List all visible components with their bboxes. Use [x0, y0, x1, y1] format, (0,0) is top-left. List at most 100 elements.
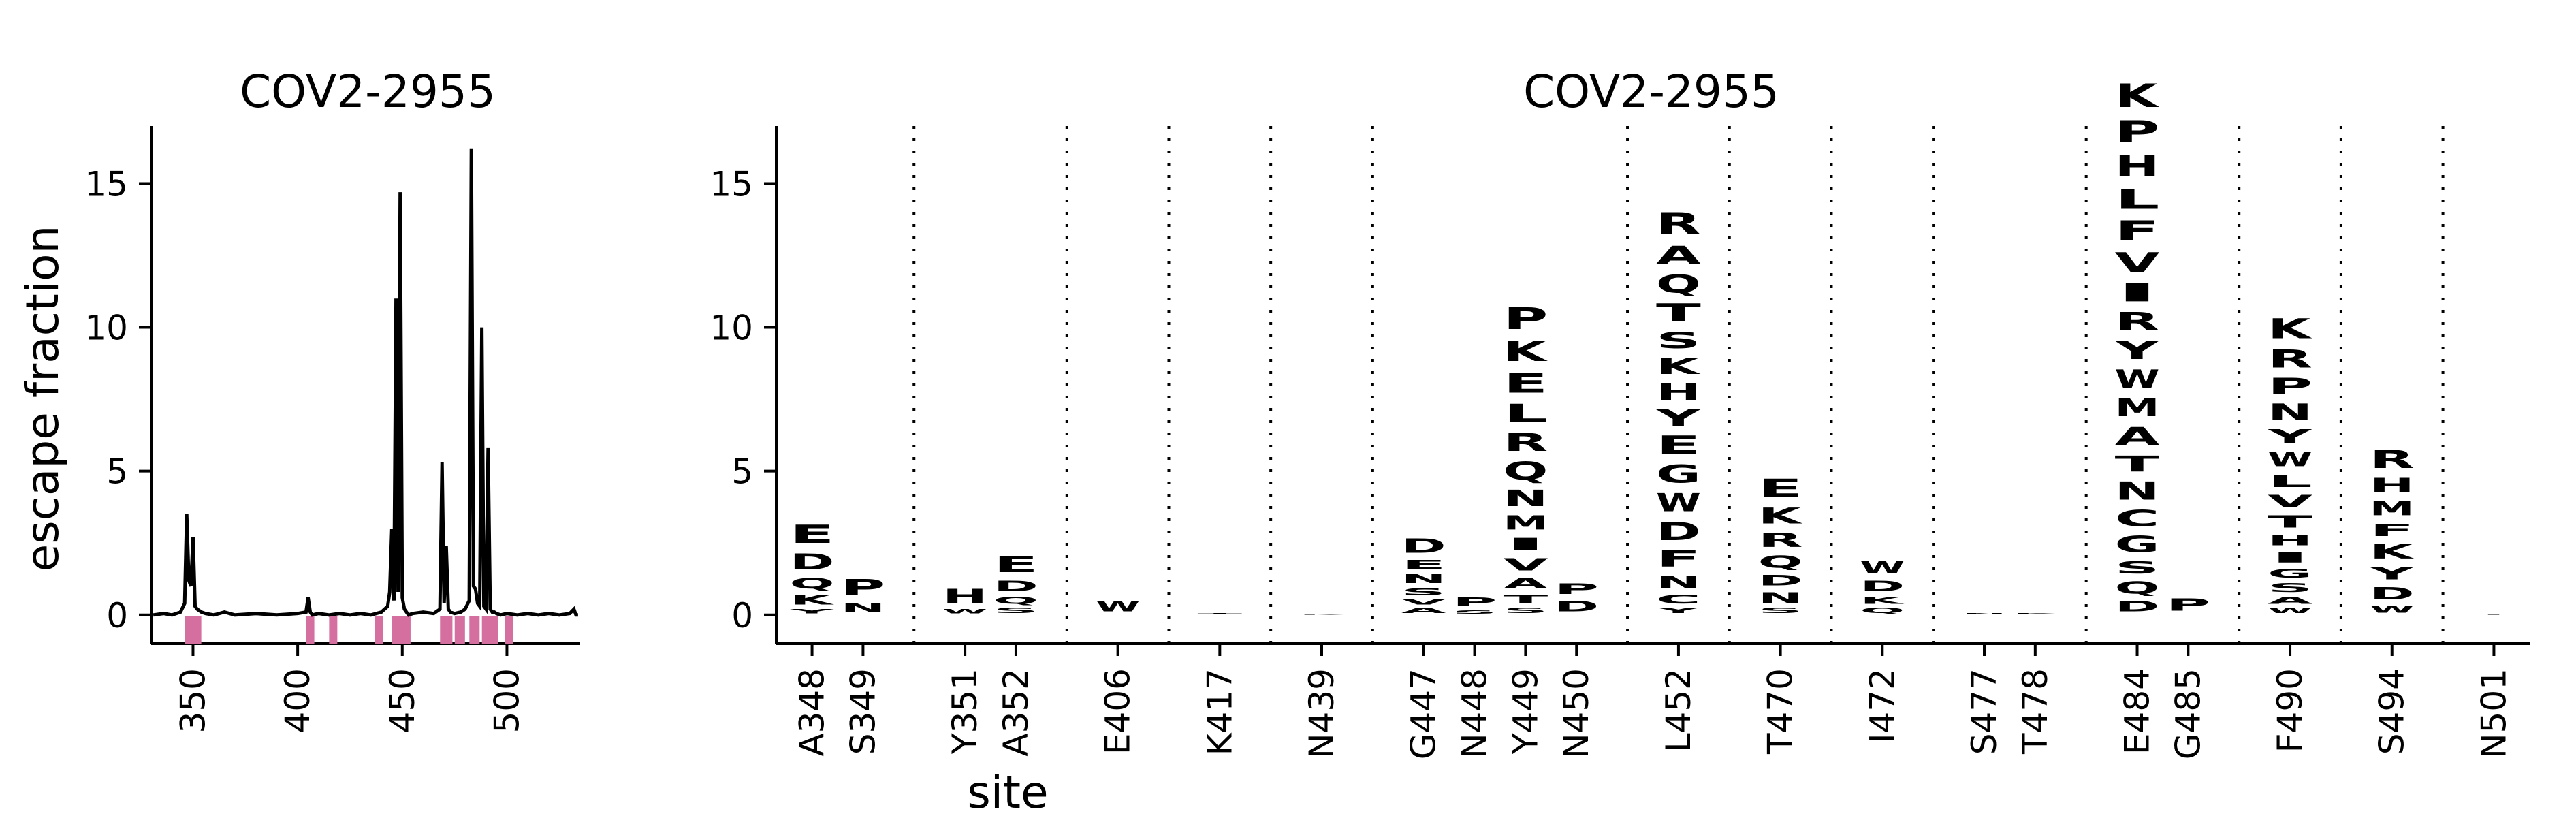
logo-letter: W	[2268, 448, 2312, 471]
logo-letter: E	[1656, 431, 1701, 460]
logo-letter: K	[2370, 540, 2415, 563]
site-tick-label: G447	[1404, 668, 1444, 759]
logo-letter: P	[840, 575, 885, 601]
logo-letter: D	[993, 578, 1038, 595]
site-marker	[471, 616, 480, 644]
logo-letter: T	[2115, 451, 2160, 477]
logo-letter: S	[2115, 557, 2160, 577]
logo-letter: Y	[2369, 563, 2415, 583]
logo-letter: N	[2115, 477, 2160, 506]
logo-letter: V	[2115, 247, 2161, 279]
logo-letter: N	[1656, 572, 1701, 592]
logo-letter: R	[2370, 445, 2415, 474]
logo-letter: Y	[2114, 336, 2160, 364]
logo-letter: V	[2268, 491, 2312, 511]
logo-letter: Y	[789, 608, 834, 615]
left-y-tick-label: 15	[84, 164, 128, 204]
logo-letter: R	[1758, 529, 1803, 552]
logo-letter: A	[2268, 595, 2312, 606]
logo-letter: M	[2370, 498, 2415, 520]
logo-letter: I	[1503, 535, 1548, 554]
site-tick-label: S477	[1965, 668, 2004, 755]
logo-letter: P	[1554, 580, 1599, 597]
logo-letter: M	[2115, 394, 2160, 422]
logo-chart-panel: COV2-2955 site 0 5 10 15 A348 S349 Y351 A352 E40…	[710, 65, 2530, 819]
logo-letter: W	[2268, 606, 2312, 615]
line-chart-panel: COV2-2955 escape fraction 0 5 10 15 350 400 45…	[16, 65, 580, 733]
left-x-tick-label: 350	[173, 668, 212, 733]
logo-letter: I	[2115, 279, 2160, 307]
right-chart-title: COV2-2955	[1523, 65, 1779, 118]
site-tick-label: E484	[2118, 668, 2157, 755]
logo-letter: L	[2268, 471, 2312, 492]
logo-letter: P	[1503, 302, 1548, 336]
site-marker	[456, 616, 465, 644]
right-y-tick-label: 10	[710, 309, 753, 348]
site-tick-label: N439	[1302, 668, 1341, 759]
logo-letter: K	[1299, 614, 1344, 615]
logo-letter: Q	[1860, 606, 1905, 615]
left-chart-title: COV2-2955	[240, 65, 496, 118]
logo-letter: S	[993, 606, 1038, 614]
right-y-tick-label: 15	[710, 164, 753, 204]
logo-letter: H	[942, 585, 987, 608]
logo-letter: T	[1656, 299, 1701, 328]
logo-letter: K	[1503, 336, 1548, 368]
logo-letter: E	[790, 520, 835, 549]
logo-letter: D	[1758, 571, 1803, 588]
logo-letter: A	[1503, 575, 1548, 592]
logo-letter: N	[1401, 572, 1446, 586]
logo-letter: N	[1503, 486, 1548, 512]
site-tick-label: A352	[996, 668, 1036, 757]
site-tick-label: N501	[2474, 668, 2513, 759]
logo-letter: Q	[2115, 578, 2160, 597]
logo-letter: Q	[790, 575, 835, 592]
site-tick-label: K417	[1200, 668, 1239, 755]
logo-letter: W	[1096, 597, 1141, 615]
logo-letter: S	[1452, 609, 1497, 614]
logo-letter: H	[2268, 531, 2312, 549]
left-y-tick-label: 0	[106, 596, 128, 635]
logo-letter: N	[1758, 589, 1803, 607]
logo-letter: G	[2268, 566, 2312, 580]
logo-letter: D	[1860, 578, 1905, 595]
logo-letter: S	[1758, 606, 1803, 614]
site-tick-label: I472	[1862, 668, 1902, 743]
logo-letter: R	[2115, 308, 2160, 336]
logo-letter: F	[1656, 546, 1701, 571]
logo-letter: C	[2115, 505, 2160, 531]
logo-letter: W	[942, 608, 987, 615]
logo-letter: L	[2115, 184, 2160, 215]
logo-letter: D	[790, 549, 835, 575]
logo-letter: S	[1503, 606, 1548, 614]
logo-letter: Q	[1758, 552, 1803, 571]
logo-letter: E	[1503, 368, 1548, 400]
logo-letter: Y	[2268, 425, 2312, 448]
logo-letter: R	[1503, 428, 1548, 457]
logo-letter: K	[790, 592, 835, 608]
logo-letter: D	[2370, 583, 2415, 603]
logo-letter: E	[1758, 474, 1803, 503]
logo-letter: V	[1503, 554, 1548, 574]
logo-letter: N	[840, 601, 885, 615]
site-tick-label: N448	[1455, 668, 1495, 759]
site-tick-label: T478	[2016, 668, 2055, 755]
logo-letter: K	[1860, 595, 1904, 606]
right-y-tick-label: 0	[731, 596, 753, 635]
logo-letter: R	[2268, 345, 2312, 373]
logo-letter: W	[1656, 488, 1701, 517]
logo-letter: K	[2013, 612, 2058, 614]
site-tick-label: N450	[1557, 668, 1596, 759]
right-y-tick-label: 5	[731, 452, 753, 492]
site-marker	[444, 616, 453, 644]
site-marker	[306, 616, 315, 644]
logo-letter: L	[1503, 400, 1548, 428]
logo-letter: P	[2165, 595, 2210, 614]
site-tick-label: G485	[2168, 668, 2208, 759]
site-marker	[329, 616, 338, 644]
site-tick-label: S349	[843, 668, 882, 755]
site-tick-label: F490	[2270, 668, 2310, 753]
logo-letter: Q	[1656, 270, 1701, 299]
logo-letter: K	[2115, 77, 2160, 114]
site-tick-label: Y449	[1506, 668, 1545, 755]
